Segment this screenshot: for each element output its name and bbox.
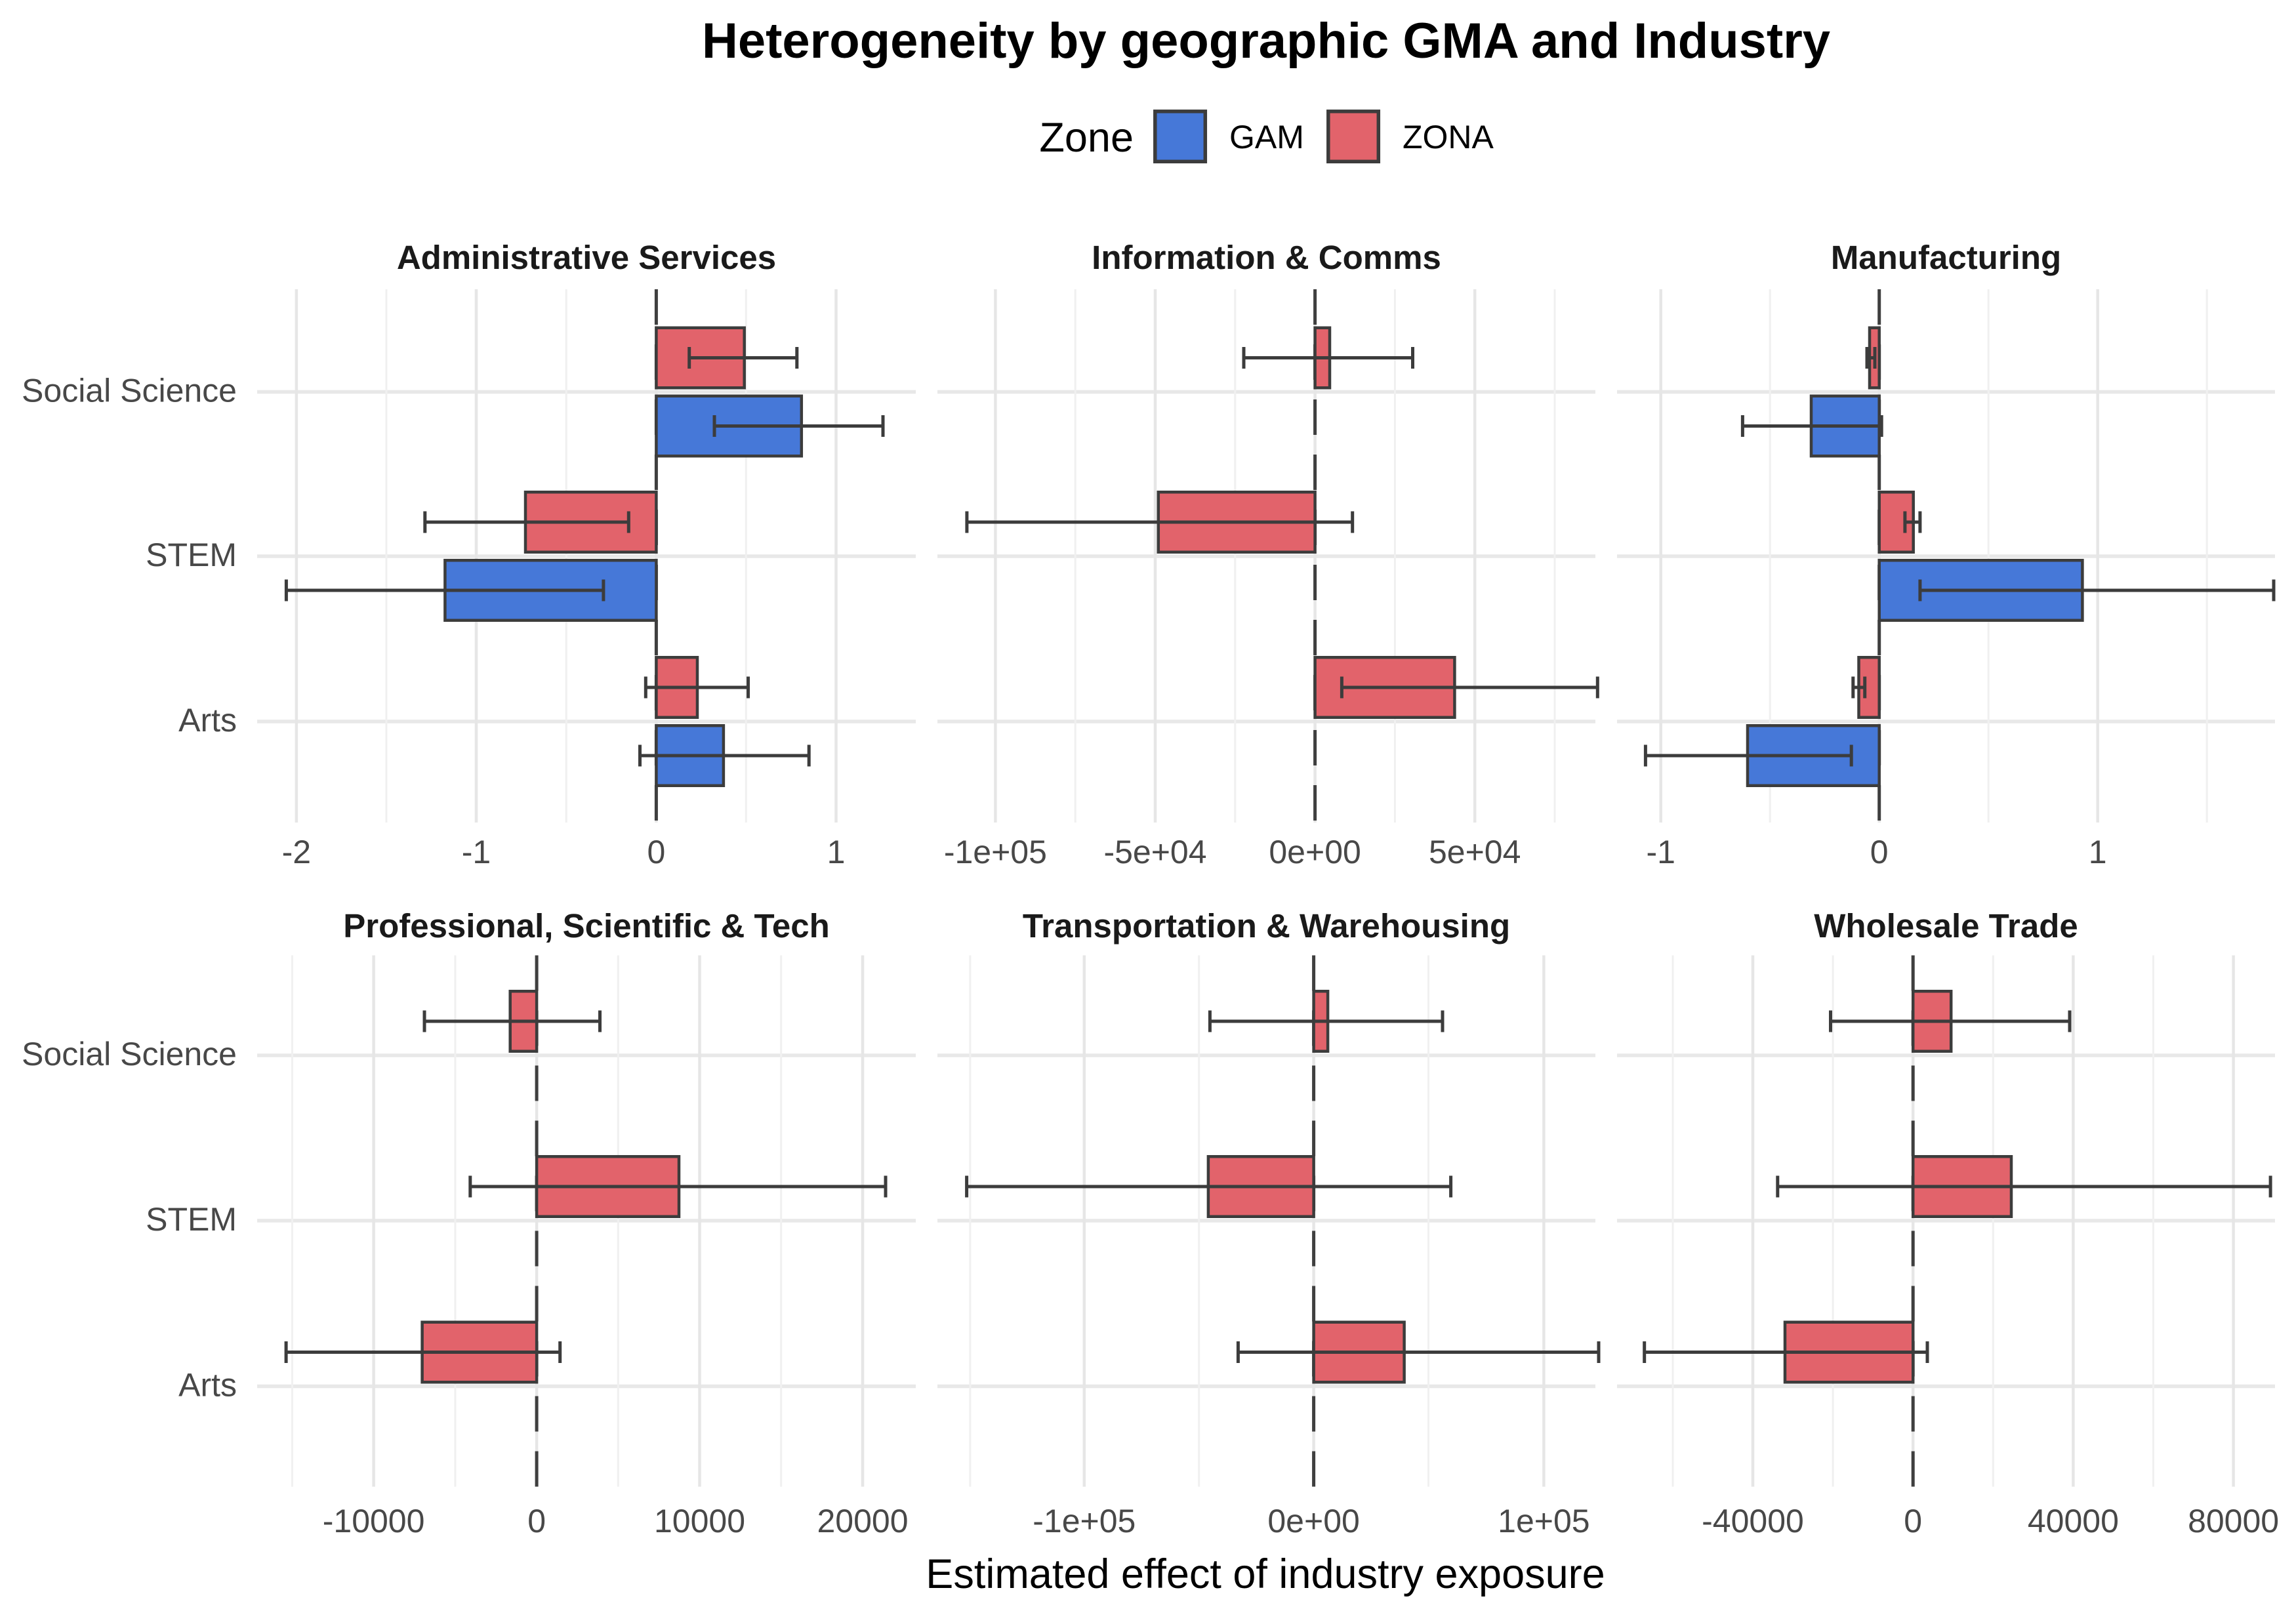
svg-text:Professional, Scientific & Tec: Professional, Scientific & Tech xyxy=(343,907,830,945)
svg-text:Administrative Services: Administrative Services xyxy=(397,239,776,276)
svg-text:0: 0 xyxy=(1870,834,1889,870)
svg-text:-1: -1 xyxy=(462,834,491,870)
svg-text:20000: 20000 xyxy=(817,1503,908,1539)
svg-text:1: 1 xyxy=(827,834,846,870)
svg-text:Arts: Arts xyxy=(178,1367,237,1404)
svg-text:-10000: -10000 xyxy=(323,1503,425,1539)
svg-text:1: 1 xyxy=(2089,834,2107,870)
svg-text:-1: -1 xyxy=(1646,834,1675,870)
svg-text:STEM: STEM xyxy=(146,1201,237,1238)
svg-text:ZONA: ZONA xyxy=(1403,119,1494,155)
svg-text:Heterogeneity by geographic GM: Heterogeneity by geographic GMA and Indu… xyxy=(702,13,1830,69)
svg-text:0: 0 xyxy=(527,1503,546,1539)
svg-text:STEM: STEM xyxy=(146,537,237,573)
svg-text:0: 0 xyxy=(647,834,665,870)
svg-text:-1e+05: -1e+05 xyxy=(944,834,1047,870)
svg-text:Wholesale Trade: Wholesale Trade xyxy=(1814,907,2078,945)
svg-text:1e+05: 1e+05 xyxy=(1498,1503,1589,1539)
svg-text:Zone: Zone xyxy=(1039,115,1134,161)
svg-text:-2: -2 xyxy=(282,834,311,870)
svg-text:Manufacturing: Manufacturing xyxy=(1831,239,2061,276)
svg-text:10000: 10000 xyxy=(654,1503,745,1539)
svg-text:-5e+04: -5e+04 xyxy=(1103,834,1206,870)
svg-text:Estimated effect of industry e: Estimated effect of industry exposure xyxy=(926,1551,1605,1597)
svg-text:80000: 80000 xyxy=(2188,1503,2279,1539)
svg-text:-1e+05: -1e+05 xyxy=(1033,1503,1136,1539)
svg-text:0: 0 xyxy=(1904,1503,1922,1539)
svg-text:40000: 40000 xyxy=(2028,1503,2119,1539)
svg-text:Social Science: Social Science xyxy=(22,1036,237,1072)
svg-text:Information & Comms: Information & Comms xyxy=(1092,239,1441,276)
svg-text:Social Science: Social Science xyxy=(22,373,237,409)
svg-text:Transportation & Warehousing: Transportation & Warehousing xyxy=(1023,907,1510,945)
svg-text:Arts: Arts xyxy=(178,702,237,739)
svg-text:0e+00: 0e+00 xyxy=(1267,1503,1359,1539)
svg-text:GAM: GAM xyxy=(1229,119,1304,155)
svg-text:0e+00: 0e+00 xyxy=(1269,834,1361,870)
svg-text:5e+04: 5e+04 xyxy=(1429,834,1521,870)
svg-text:-40000: -40000 xyxy=(1702,1503,1804,1539)
